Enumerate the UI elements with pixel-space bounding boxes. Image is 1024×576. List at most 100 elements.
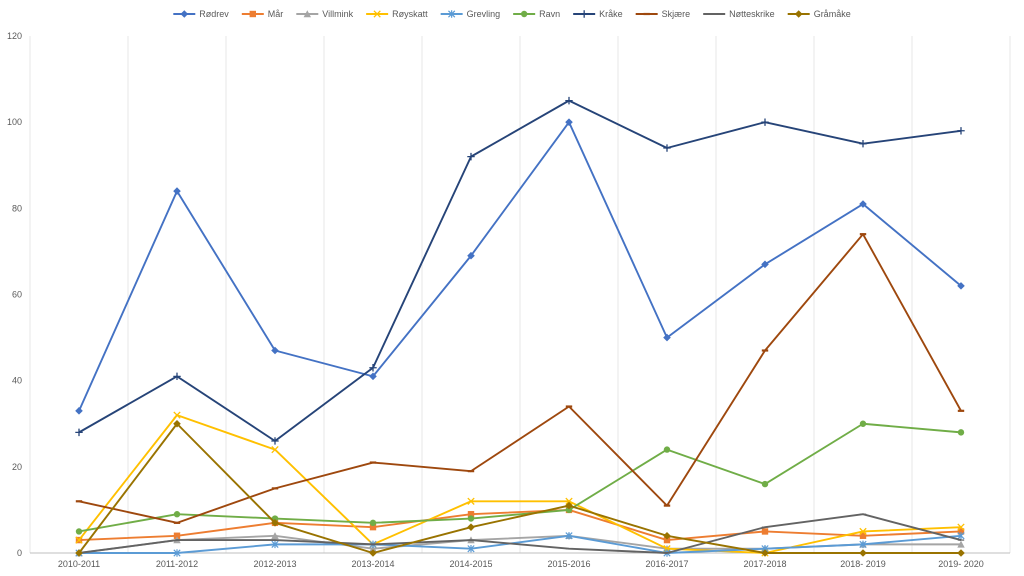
data-point [271,445,279,454]
legend-item: Røyskatt [366,9,428,19]
data-point [271,346,279,355]
data-point [761,528,769,535]
y-tick-label: 120 [7,31,22,41]
series [75,420,965,535]
legend-label: Skjære [662,9,691,19]
data-point [859,140,867,148]
data-point [957,282,965,290]
series-line [78,121,962,412]
legend-label: Rødrev [199,9,229,19]
data-point [369,364,377,372]
legend-item: Mår [241,9,284,19]
legend-item: Skjære [635,9,691,19]
data-point [957,523,965,531]
legend-label: Kråke [599,9,623,19]
legend-item: Grevling [440,9,501,19]
data-point [373,10,381,18]
x-tick-label: 2013-2014 [351,559,394,569]
data-point [565,501,573,510]
legend: Rødrev Mår Villmink Røyskatt Grevling Ravn Krå… [173,9,851,19]
data-point [271,540,279,549]
x-axis: 2010-2011 2011-2012 2012-2013 2013-2014 2014… [58,559,984,569]
legend-label: Gråmåke [814,9,851,19]
y-tick-label: 80 [12,203,22,213]
x-tick-label: 2010-2011 [58,559,100,569]
data-point [565,506,573,514]
data-point [957,528,965,535]
data-point [467,497,475,505]
data-point [957,549,965,557]
y-axis: 0 20 40 60 80 100 120 [7,31,22,558]
y-tick-label: 100 [7,117,22,127]
data-point [663,531,671,540]
series [75,233,965,524]
x-tick-label: 2015-2016 [547,559,590,569]
data-point [859,540,867,549]
data-point [859,549,867,557]
data-point [173,549,181,557]
data-point [859,527,867,536]
data-point [180,10,189,18]
data-point [173,187,181,195]
data-point [565,532,573,540]
legend-label: Mår [268,9,284,19]
series-line [78,414,962,554]
series-line [78,99,962,442]
y-tick-label: 40 [12,376,22,386]
data-point [173,372,181,381]
x-tick-label: 2016-2017 [645,559,688,569]
data-point [369,519,377,527]
series [75,118,965,415]
series-line [78,422,962,533]
data-point [369,549,377,557]
legend-label: Villmink [322,9,353,19]
gridlines [29,36,1011,553]
data-point [761,118,769,126]
legend-item: Kråke [573,9,623,19]
series [75,96,965,445]
legend-item: Rødrev [173,9,229,19]
series-lines [75,96,965,557]
data-point [369,544,377,552]
x-tick-label: 2017-2018 [743,559,786,569]
data-point [173,411,181,419]
data-point [565,497,573,505]
legend-label: Grevling [467,9,501,19]
legend-item: Villmink [296,9,354,19]
series-line [78,233,962,524]
data-point [173,419,181,428]
data-point [303,10,312,18]
data-point [957,429,965,436]
data-point [75,528,83,535]
data-point [663,446,671,453]
data-point [565,118,573,126]
data-point [859,532,867,539]
legend-label: Ravn [539,9,560,19]
data-point [859,420,867,427]
x-tick-label: 2018- 2019 [840,559,886,569]
data-point [467,511,475,518]
data-point [271,519,279,527]
data-point [467,515,475,522]
series [75,513,965,554]
data-point [761,549,769,557]
data-point [75,536,83,544]
data-point [957,532,965,540]
data-point [520,10,528,18]
x-tick-label: 2019- 2020 [938,559,984,569]
y-tick-label: 20 [12,462,22,472]
data-point [173,532,181,539]
data-point [663,333,671,342]
series [75,419,965,557]
legend-item: Gråmåke [787,9,851,19]
x-tick-label: 2012-2013 [253,559,296,569]
legend-item: Nøtteskrike [703,9,775,19]
data-point [75,549,83,557]
data-point [75,407,83,415]
data-point [173,511,181,518]
data-point [448,10,456,18]
series-line [78,513,962,554]
data-point [467,251,475,260]
series-line [78,422,961,554]
